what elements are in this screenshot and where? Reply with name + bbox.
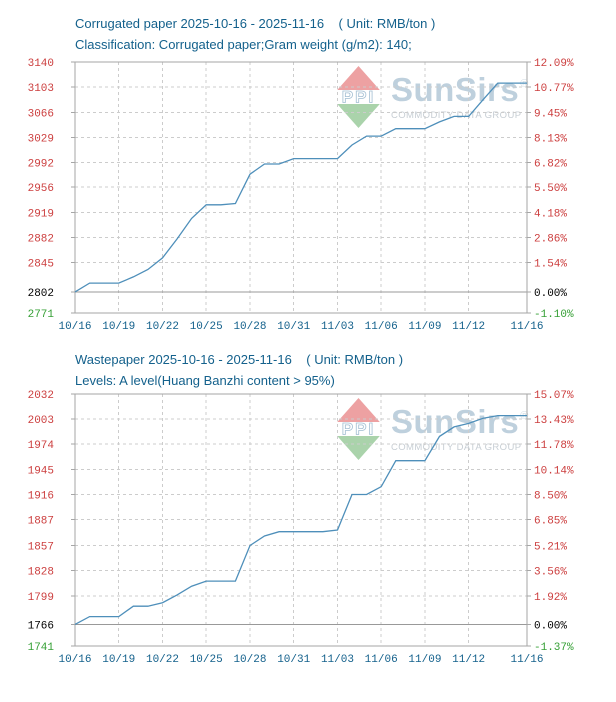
plot-border [74,393,528,647]
y-axis-price-label: 2992 [28,159,54,171]
y-axis-price-label: 2032 [28,390,54,402]
x-axis-date-label: 10/25 [190,654,223,666]
brand-text: SunSirs [391,71,520,108]
y-axis-percent-label: 11.78% [534,440,574,452]
y-axis-percent-label: 1.92% [534,592,567,604]
chart2-title: Wastepaper 2025-10-16 - 2025-11-16 ( Uni… [75,352,404,367]
y-axis-price-label: 3029 [28,134,54,146]
y-axis-price-label: 1799 [28,592,54,604]
y-axis-price-label: 2802 [28,288,54,300]
x-axis-date-label: 10/31 [277,654,310,666]
x-axis-date-label: 11/03 [321,654,354,666]
x-axis-date-label: 10/16 [58,654,91,666]
x-axis-date-label: 11/06 [365,321,398,333]
y-axis-percent-label: 9.45% [534,108,567,120]
y-axis-percent-label: 8.13% [534,134,567,146]
x-axis-date-label: 11/09 [408,654,441,666]
x-axis-date-label: 11/12 [452,321,485,333]
logo-band [331,90,386,104]
y-axis-price-label: 3140 [28,58,54,70]
x-axis-date-label: 10/22 [146,654,179,666]
logo-ppi-text: PPI [342,420,375,439]
x-axis-date-label: 10/22 [146,321,179,333]
x-axis-date-label: 11/09 [408,321,441,333]
y-axis-percent-label: 1.54% [534,259,567,271]
x-axis-date-label: 11/03 [321,321,354,333]
chart1-title: Corrugated paper 2025-10-16 - 2025-11-16… [75,16,436,31]
y-axis-price-label: 3103 [28,83,54,95]
watermark-brand: SunSirs® [391,405,529,438]
y-axis-percent-label: 5.50% [534,183,567,195]
y-axis-price-label: 3066 [28,108,54,120]
corrugated-paper-line-chart: 3140 12.09% 3103 10.77% 3066 9.45% 3029 8.13% 29… [28,58,574,333]
y-axis-price-label: 2882 [28,233,54,245]
registered-mark: ® [520,78,529,90]
y-axis-percent-label: 2.86% [534,233,567,245]
x-axis-date-label: 10/31 [277,321,310,333]
wastepaper-line-chart: 2032 15.07% 2003 13.43% 1974 11.78% 1945 10.14%… [28,390,574,666]
brand-text: SunSirs [391,403,520,440]
x-axis-date-label: 11/16 [510,654,543,666]
y-axis-price-label: 2771 [28,309,55,321]
y-axis-price-label: 1887 [28,516,54,528]
x-axis-date-label: 10/19 [102,321,135,333]
x-axis-date-label: 11/06 [365,654,398,666]
chart2-subtitle: Levels: A level(Huang Banzhi content > 9… [75,373,335,388]
y-axis-price-label: 2845 [28,259,54,271]
logo-ppi-text: PPI [342,88,375,107]
y-axis-percent-label: 4.18% [534,208,567,220]
y-axis-percent-label: 13.43% [534,415,574,427]
logo-diamond-top [331,398,386,429]
y-axis-percent-label: -1.37% [534,642,574,654]
watermark-brand: SunSirs® [391,73,529,106]
logo-band [331,422,386,436]
price-line [74,414,527,625]
y-axis-price-label: 1766 [28,620,54,632]
y-axis-percent-label: 12.09% [534,58,574,70]
x-axis-date-label: 11/16 [510,321,543,333]
logo-diamond-top [331,66,386,97]
x-axis-date-label: 10/16 [58,321,91,333]
chart1-subtitle: Classification: Corrugated paper;Gram we… [75,37,412,52]
y-axis-price-label: 1828 [28,567,54,579]
y-axis-percent-label: 8.50% [534,490,567,502]
x-axis-date-label: 10/19 [102,654,135,666]
y-axis-percent-label: 10.77% [534,83,574,95]
price-line [74,82,527,293]
x-axis-date-label: 10/28 [233,654,266,666]
y-axis-percent-label: 10.14% [534,465,574,477]
y-axis-percent-label: -1.10% [534,309,574,321]
y-axis-price-label: 1916 [28,490,54,502]
y-axis-price-label: 1741 [28,642,55,654]
x-axis-date-label: 10/28 [233,321,266,333]
y-axis-percent-label: 0.00% [534,288,567,300]
y-axis-percent-label: 15.07% [534,390,574,402]
y-axis-price-label: 2003 [28,415,54,427]
x-axis-date-label: 10/25 [190,321,223,333]
watermark-tagline: COMMODITY DATA GROUP [391,110,522,121]
x-axis-date-label: 11/12 [452,654,485,666]
y-axis-price-label: 1857 [28,542,54,554]
y-axis-price-label: 1945 [28,465,54,477]
y-axis-price-label: 2956 [28,183,54,195]
y-axis-percent-label: 6.82% [534,159,567,171]
y-axis-price-label: 1974 [28,440,55,452]
y-axis-percent-label: 0.00% [534,620,567,632]
y-axis-percent-label: 5.21% [534,542,567,554]
watermark-tagline: COMMODITY DATA GROUP [391,442,522,453]
sunsirs-watermark: PPI SunSirs® COMMODITY DATA GROUP [331,398,529,460]
sunsirs-logo-diamond-icon: PPI [331,66,386,128]
y-axis-percent-label: 3.56% [534,567,567,579]
y-axis-percent-label: 6.85% [534,516,567,528]
y-axis-price-label: 2919 [28,208,54,220]
plot-border [74,61,528,314]
sunsirs-watermark: PPI SunSirs® COMMODITY DATA GROUP [331,66,529,128]
